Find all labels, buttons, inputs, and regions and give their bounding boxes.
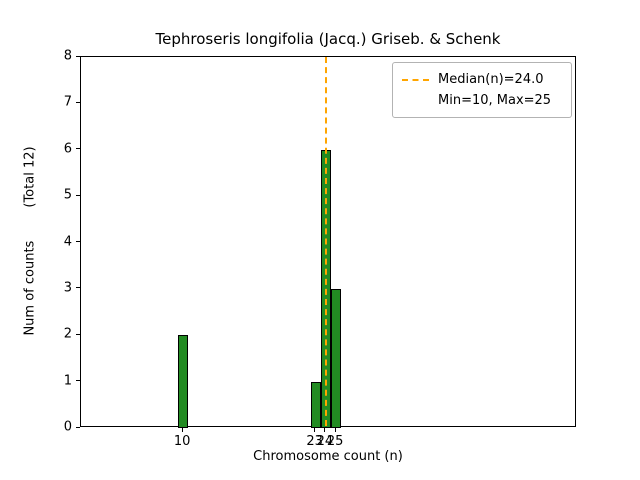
x-tick-label: 10 bbox=[173, 434, 191, 449]
y-tick-label: 4 bbox=[63, 234, 72, 249]
y-tick-label: 1 bbox=[63, 373, 72, 389]
x-tick-label: 23 bbox=[306, 434, 323, 449]
y-axis-label: Num of counts (Total 12) bbox=[22, 146, 38, 336]
x-axis-label: Chromosome count (n) bbox=[253, 449, 403, 464]
y-tick-label: 8 bbox=[63, 48, 72, 64]
legend-item-minmax: Min=10, Max=25 bbox=[402, 90, 562, 111]
bar-n23 bbox=[310, 381, 321, 428]
legend-label-median: Median(n)=24.0 bbox=[438, 72, 544, 87]
legend: Median(n)=24.0 Min=10, Max=25 bbox=[392, 62, 572, 118]
y-tick-label: 3 bbox=[63, 280, 72, 296]
x-tick-mark bbox=[181, 428, 183, 432]
y-tick-label: 5 bbox=[63, 187, 72, 203]
bar-n10 bbox=[178, 335, 189, 429]
median-line bbox=[324, 57, 327, 426]
y-tick-label: 6 bbox=[63, 141, 72, 157]
x-tick-label: 25 bbox=[326, 434, 344, 449]
median-dashed-line-icon bbox=[402, 78, 429, 81]
bar-n25 bbox=[331, 288, 342, 428]
y-tick-label: 0 bbox=[63, 419, 72, 435]
chart-title: Tephroseris longifolia (Jacq.) Griseb. &… bbox=[155, 30, 501, 48]
x-tick-mark bbox=[334, 428, 336, 432]
x-tick-mark bbox=[324, 428, 326, 432]
legend-label-minmax: Min=10, Max=25 bbox=[438, 93, 552, 108]
y-tick-label: 2 bbox=[63, 326, 72, 342]
legend-item-median: Median(n)=24.0 bbox=[402, 69, 562, 90]
x-tick-mark bbox=[314, 428, 316, 432]
x-tick-label: 24 bbox=[316, 434, 334, 449]
y-tick-label: 7 bbox=[63, 94, 72, 110]
